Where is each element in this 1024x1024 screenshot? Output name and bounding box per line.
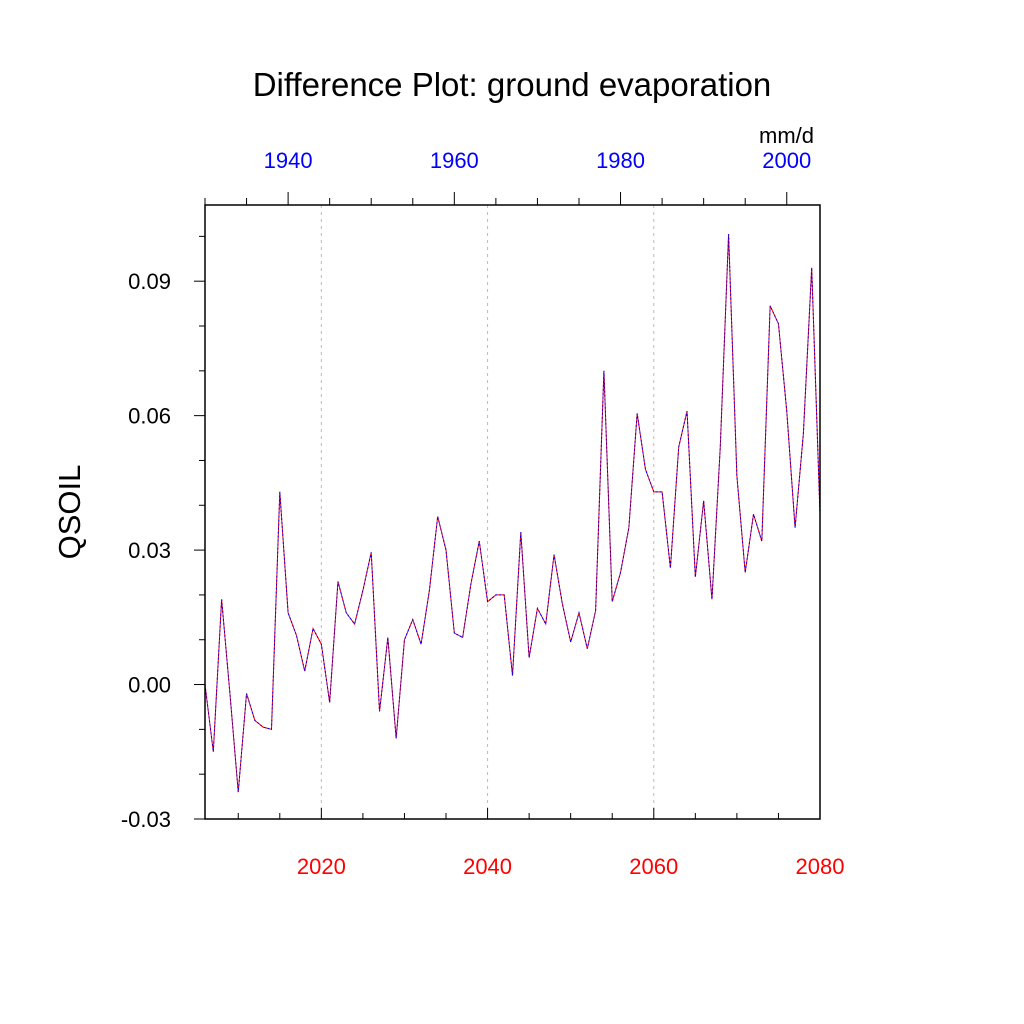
plot-border — [204, 204, 821, 820]
y-tick-label-0.03: 0.03 — [128, 538, 171, 563]
chart-title: Difference Plot: ground evaporation — [253, 66, 772, 103]
bottom-tick-label-2020: 2020 — [297, 854, 346, 879]
series-lines — [204, 234, 821, 793]
tick-labels: 2020 2040 2060 2080 1940 1960 1980 2000 -0.03 0.0… — [121, 148, 845, 879]
bottom-tick-label-2060: 2060 — [629, 854, 678, 879]
plot-frame — [204, 204, 821, 820]
series-line-dashed-0 — [204, 234, 821, 793]
top-tick-label-1960: 1960 — [430, 148, 479, 173]
y-tick-label--0.03: -0.03 — [121, 807, 171, 832]
top-tick-label-1980: 1980 — [596, 148, 645, 173]
series-line-solid-0 — [204, 234, 821, 793]
top-tick-label-1940: 1940 — [264, 148, 313, 173]
y-tick-label-0.06: 0.06 — [128, 404, 171, 429]
units-label: mm/d — [759, 123, 814, 148]
y-tick-label-0.00: 0.00 — [128, 673, 171, 698]
bottom-tick-label-2040: 2040 — [463, 854, 512, 879]
top-tick-label-2000: 2000 — [762, 148, 811, 173]
axis-ticks — [194, 192, 821, 820]
gridlines — [320, 205, 655, 819]
y-tick-label-0.09: 0.09 — [128, 269, 171, 294]
y-axis-label: QSOIL — [52, 465, 87, 560]
bottom-tick-label-2080: 2080 — [796, 854, 845, 879]
